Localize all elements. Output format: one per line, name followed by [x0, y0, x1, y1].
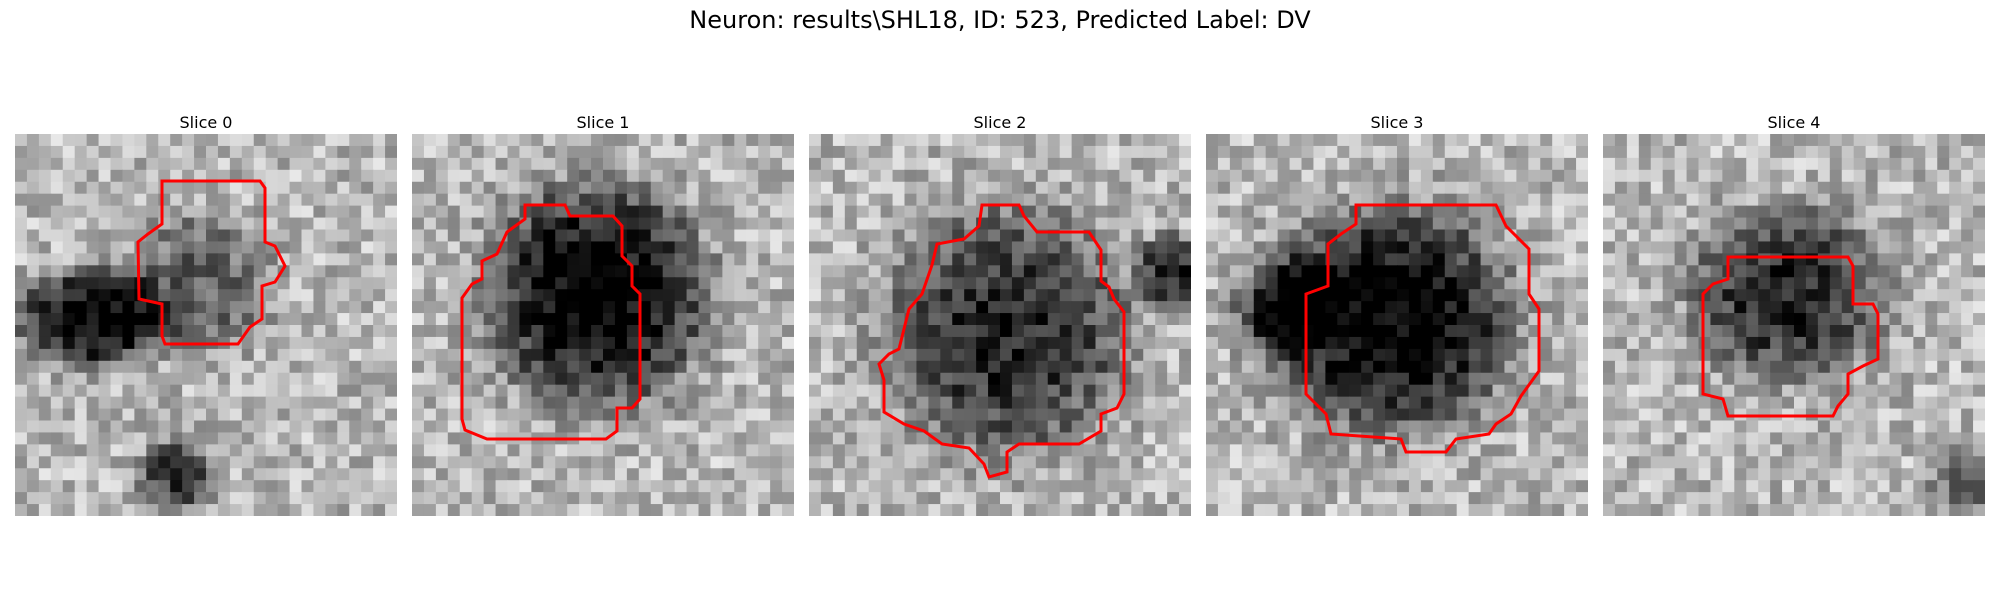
neuron-contour-1 [460, 203, 642, 441]
slice-panel-2: Slice 2 [809, 112, 1191, 516]
slice-panel-4: Slice 4 [1603, 112, 1985, 516]
slice-panel-0: Slice 0 [15, 112, 397, 516]
slice-image-0 [15, 134, 397, 516]
slice-title-3: Slice 3 [1370, 113, 1424, 132]
neuron-contour-0 [136, 179, 287, 346]
slice-title-1: Slice 1 [576, 113, 630, 132]
slice-panel-1: Slice 1 [412, 112, 794, 516]
slice-image-2 [809, 134, 1191, 516]
slice-image-1 [412, 134, 794, 516]
slice-image-3 [1206, 134, 1588, 516]
neuron-contour-4 [1701, 255, 1880, 418]
slice-title-0: Slice 0 [179, 113, 233, 132]
neuron-contour-2 [877, 203, 1126, 479]
slice-title-2: Slice 2 [973, 113, 1027, 132]
slice-panel-3: Slice 3 [1206, 112, 1588, 516]
slice-title-4: Slice 4 [1767, 113, 1821, 132]
slice-image-4 [1603, 134, 1985, 516]
neuron-contour-3 [1304, 203, 1541, 454]
figure-title: Neuron: results\SHL18, ID: 523, Predicte… [689, 6, 1311, 34]
